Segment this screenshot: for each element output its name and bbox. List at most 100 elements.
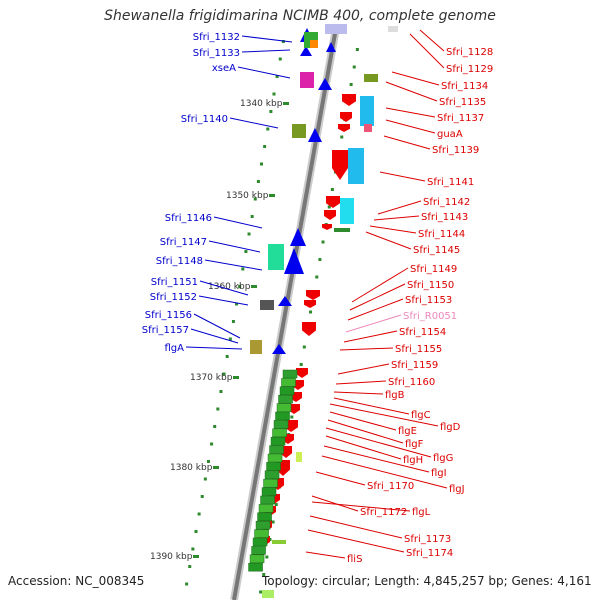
gene-block bbox=[364, 124, 372, 132]
right-gene-label: flgF bbox=[405, 439, 424, 450]
right-label-connector bbox=[383, 135, 431, 150]
right-label-connector bbox=[305, 551, 346, 559]
left-label-connector bbox=[204, 259, 263, 271]
tick-dot bbox=[321, 240, 325, 244]
right-label-connector bbox=[315, 471, 366, 486]
flagellar-gene-block bbox=[249, 554, 265, 564]
reverse-gene-arrow bbox=[304, 300, 316, 308]
reverse-gene-arrow bbox=[296, 368, 308, 378]
kbp-tick bbox=[251, 285, 257, 288]
right-gene-label: Sfri_1135 bbox=[439, 97, 486, 108]
right-gene-label: Sfri_1155 bbox=[395, 344, 442, 355]
right-gene-label: Sfri_1129 bbox=[446, 64, 493, 75]
kbp-label: 1380 kbp bbox=[170, 463, 213, 473]
gene-block bbox=[364, 74, 378, 82]
flagellar-gene-block bbox=[273, 420, 289, 429]
flagellar-gene-block bbox=[266, 462, 281, 471]
right-label-connector bbox=[345, 314, 402, 333]
tick-dot bbox=[259, 590, 263, 594]
kbp-labels: 1340 kbp 1350 kbp 1360 kbp 1370 kbp 1380 kbp… bbox=[150, 99, 289, 562]
forward-gene-arrow bbox=[326, 42, 336, 52]
right-label-connector bbox=[311, 495, 359, 512]
forward-gene-arrow bbox=[308, 128, 322, 142]
accession-text: Accession: NC_008345 bbox=[8, 574, 145, 588]
left-gene-label: Sfri_1147 bbox=[160, 237, 207, 248]
right-label-connector bbox=[391, 71, 440, 86]
tick-dot bbox=[340, 135, 344, 139]
right-gene-label: Sfri_1173 bbox=[404, 534, 451, 545]
tick-dot bbox=[290, 415, 294, 419]
right-gene-label: Sfri_1153 bbox=[405, 295, 452, 306]
reverse-gene-arrow bbox=[306, 290, 320, 300]
left-label-connector bbox=[190, 328, 239, 344]
reverse-gene-arrow bbox=[342, 94, 356, 106]
left-gene-label: Sfri_1140 bbox=[181, 114, 228, 125]
tick-dot bbox=[241, 267, 245, 271]
right-gene-label: Sfri_1137 bbox=[437, 113, 484, 124]
gene-block bbox=[250, 340, 262, 354]
right-gene-label: Sfri_1150 bbox=[407, 280, 454, 291]
flagellar-gene-block bbox=[276, 403, 292, 412]
gene-block bbox=[300, 72, 314, 88]
left-label-connector bbox=[237, 66, 291, 79]
title: Shewanella frigidimarina NCIMB 400, comp… bbox=[104, 8, 496, 24]
flagellar-gene-block bbox=[255, 520, 271, 530]
forward-gene-arrow bbox=[300, 46, 312, 56]
tick-dot bbox=[185, 582, 189, 586]
right-gene-label: Sfri_R0051 bbox=[403, 311, 457, 322]
left-gene-label: Sfri_1151 bbox=[151, 277, 198, 288]
right-label-connector bbox=[377, 200, 422, 215]
tick-dot bbox=[330, 188, 334, 191]
left-gene-label: flgA bbox=[165, 343, 185, 354]
backbone-line-core bbox=[232, 27, 338, 600]
left-label-connector bbox=[199, 280, 249, 296]
reverse-gene-arrow bbox=[322, 224, 332, 230]
right-label-connector bbox=[321, 455, 448, 489]
tick-dot bbox=[191, 547, 195, 551]
tick-dot bbox=[219, 390, 223, 393]
right-gene-label: flgE bbox=[398, 426, 417, 437]
flagellar-gene-block bbox=[257, 512, 272, 522]
right-gene-label: Sfri_1160 bbox=[388, 377, 435, 388]
right-label-connector bbox=[333, 391, 384, 395]
forward-gene-arrow bbox=[318, 78, 332, 90]
flagellar-gene-block bbox=[272, 428, 287, 438]
tick-dot bbox=[197, 512, 201, 516]
tick-dot bbox=[256, 180, 260, 183]
backbone-cap bbox=[325, 24, 347, 34]
right-label-connector bbox=[347, 298, 404, 321]
tick-dot bbox=[253, 197, 257, 201]
gene-block bbox=[268, 244, 284, 270]
forward-gene-arrow bbox=[290, 228, 306, 246]
tick-dot bbox=[194, 530, 198, 533]
flagellar-gene-block bbox=[281, 378, 296, 387]
right-gene-label: Sfri_1143 bbox=[421, 212, 468, 223]
right-label-connector bbox=[329, 411, 397, 431]
right-gene-label: Sfri_1154 bbox=[399, 327, 446, 338]
left-labels: Sfri_1132 Sfri_1133 xseA Sfri_1140 Sfri_1146… bbox=[142, 32, 293, 354]
tick-dot bbox=[309, 310, 313, 314]
flagellar-gene-block bbox=[282, 369, 298, 379]
tick-dot bbox=[206, 460, 210, 463]
flagellar-gene-block bbox=[258, 504, 274, 513]
flagellar-gene-block bbox=[267, 453, 283, 463]
tick-dot bbox=[235, 302, 239, 306]
left-label-connector bbox=[213, 216, 263, 229]
tick-dot bbox=[281, 40, 285, 43]
forward-gene-arrow bbox=[278, 296, 292, 306]
right-gene-label: Sfri_1144 bbox=[418, 229, 465, 240]
right-gene-label: flgB bbox=[385, 390, 405, 401]
gene-block bbox=[360, 96, 374, 126]
left-gene-label: Sfri_1157 bbox=[142, 325, 189, 336]
forward-gene-arrow bbox=[284, 248, 304, 274]
tick-dot bbox=[216, 407, 220, 411]
left-gene-label: Sfri_1146 bbox=[165, 213, 212, 224]
genome-backbone bbox=[230, 24, 347, 600]
kbp-label: 1390 kbp bbox=[150, 552, 193, 562]
reverse-gene-arrow bbox=[332, 150, 348, 180]
tick-dot bbox=[244, 250, 248, 253]
reverse-gene-arrow bbox=[326, 196, 340, 208]
right-label-connector bbox=[419, 29, 445, 52]
kbp-tick bbox=[269, 194, 275, 197]
tick-dot bbox=[265, 555, 269, 559]
